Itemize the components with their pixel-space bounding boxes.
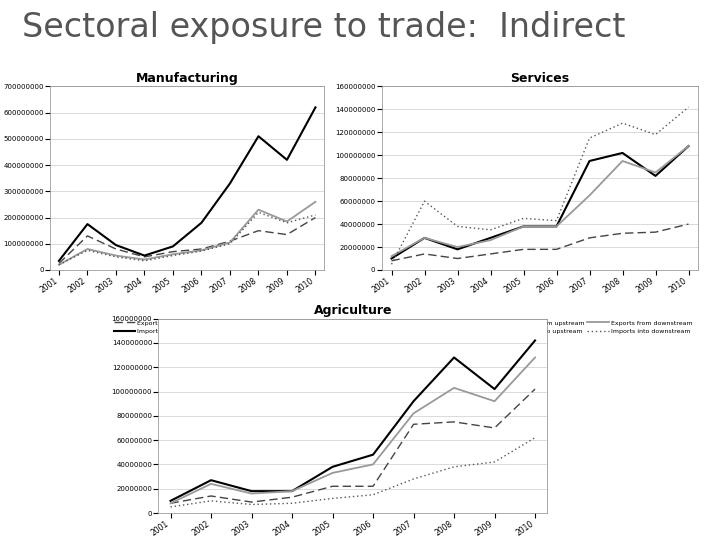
Legend: Exports from upstream, Imports into upstream, Exports from downstream, Imports i: Exports from upstream, Imports into upst… <box>111 318 321 336</box>
Title: Manufacturing: Manufacturing <box>136 72 238 85</box>
Legend: Exports from upstream, Imports into upstream, Exports from downstream, Imports i: Exports from upstream, Imports into upst… <box>485 318 696 336</box>
Title: Agriculture: Agriculture <box>313 305 392 318</box>
Title: Services: Services <box>510 72 570 85</box>
Text: Sectoral exposure to trade:  Indirect: Sectoral exposure to trade: Indirect <box>22 11 625 44</box>
